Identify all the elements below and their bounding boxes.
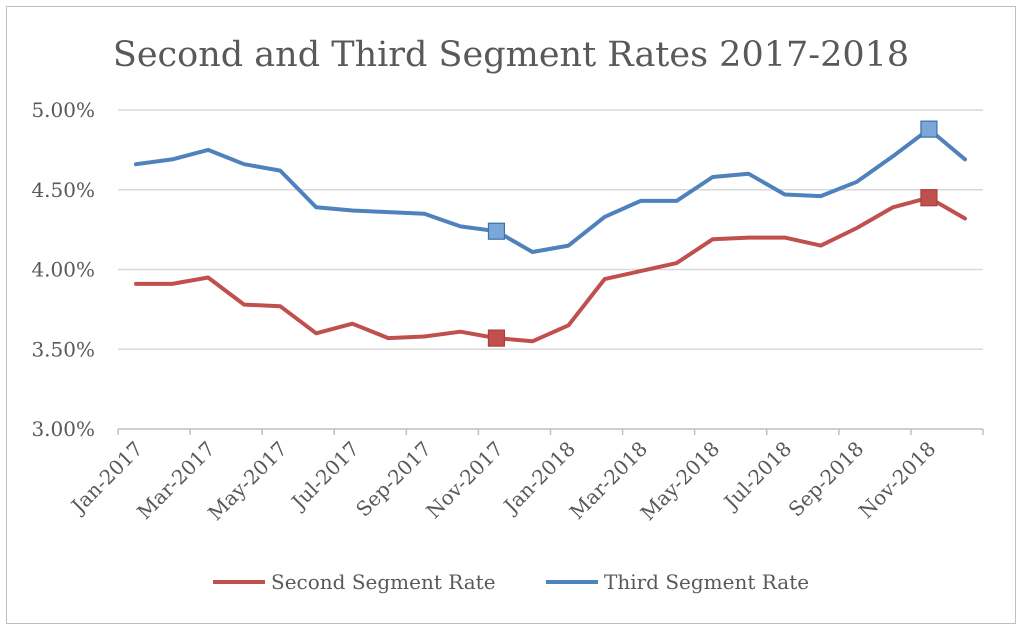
legend-label: Third Segment Rate (604, 570, 809, 594)
x-tick-label: Nov-2017 (421, 437, 508, 524)
data-point-marker (487, 222, 506, 240)
y-tick-label: 4.00% (31, 258, 95, 282)
y-tick-label: 3.00% (31, 417, 95, 441)
chart-frame (6, 6, 1016, 624)
x-tick-label: Nov-2018 (854, 437, 941, 524)
x-axis (117, 428, 984, 435)
x-axis-labels: Jan-2017Mar-2017May-2017Jul-2017Sep-2017… (65, 437, 940, 526)
series-line (134, 195, 967, 344)
y-axis-labels: 3.00% 3.50% 4.00% 4.50% 5.00% (31, 98, 95, 441)
x-tick-label: May-2017 (203, 437, 292, 526)
data-point-marker (920, 189, 938, 207)
x-tick-label: May-2018 (636, 437, 725, 526)
series-line (134, 127, 967, 254)
y-tick-label: 5.00% (31, 98, 95, 122)
y-tick-label: 4.50% (31, 178, 95, 202)
data-point-marker (920, 120, 938, 138)
series-lines (134, 120, 967, 347)
data-point-marker (487, 329, 506, 347)
chart-title: Second and Third Segment Rates 2017-2018 (113, 35, 909, 75)
legend-label: Second Segment Rate (271, 570, 496, 594)
y-tick-label: 3.50% (31, 337, 95, 361)
legend: Second Segment Rate Third Segment Rate (213, 570, 809, 594)
gridlines (118, 109, 983, 350)
